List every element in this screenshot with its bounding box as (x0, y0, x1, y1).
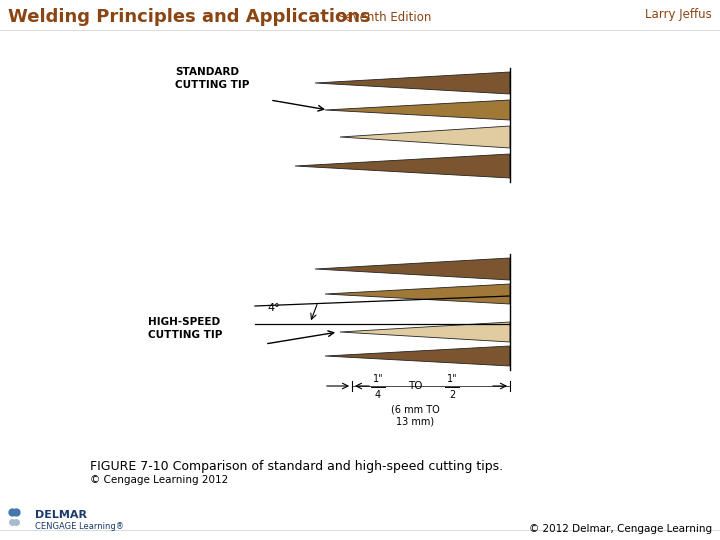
Text: Seventh Edition: Seventh Edition (338, 11, 431, 24)
Text: 2: 2 (449, 390, 455, 400)
Text: Welding Principles and Applications: Welding Principles and Applications (8, 8, 371, 26)
Polygon shape (315, 258, 510, 280)
Text: TO: TO (408, 381, 422, 391)
Text: FIGURE 7-10 Comparison of standard and high-speed cutting tips.: FIGURE 7-10 Comparison of standard and h… (90, 460, 503, 473)
Polygon shape (295, 154, 510, 178)
Text: 1": 1" (373, 374, 383, 384)
Text: 1": 1" (446, 374, 457, 384)
Text: 4: 4 (375, 390, 381, 400)
Text: STANDARD: STANDARD (175, 67, 239, 77)
Text: 13 mm): 13 mm) (396, 416, 434, 426)
Text: HIGH-SPEED: HIGH-SPEED (148, 317, 220, 327)
Polygon shape (340, 126, 510, 148)
Text: 4°: 4° (267, 303, 280, 313)
Text: CENGAGE Learning®: CENGAGE Learning® (35, 522, 124, 531)
Polygon shape (325, 346, 510, 366)
Text: © Cengage Learning 2012: © Cengage Learning 2012 (90, 475, 228, 485)
Polygon shape (325, 100, 510, 120)
Polygon shape (340, 322, 510, 342)
Text: © 2012 Delmar, Cengage Learning: © 2012 Delmar, Cengage Learning (529, 524, 712, 534)
Text: CUTTING TIP: CUTTING TIP (148, 330, 222, 340)
Text: (6 mm TO: (6 mm TO (391, 404, 439, 414)
Polygon shape (315, 72, 510, 94)
Text: Larry Jeffus: Larry Jeffus (645, 8, 712, 21)
Polygon shape (325, 284, 510, 304)
Text: DELMAR: DELMAR (35, 510, 87, 520)
Text: CUTTING TIP: CUTTING TIP (175, 80, 249, 90)
